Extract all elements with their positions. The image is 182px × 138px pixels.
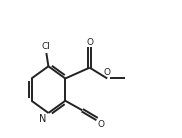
Text: O: O	[98, 120, 105, 129]
Text: O: O	[86, 38, 93, 47]
Text: Cl: Cl	[42, 42, 51, 51]
Text: O: O	[104, 68, 111, 77]
Text: N: N	[39, 114, 47, 124]
